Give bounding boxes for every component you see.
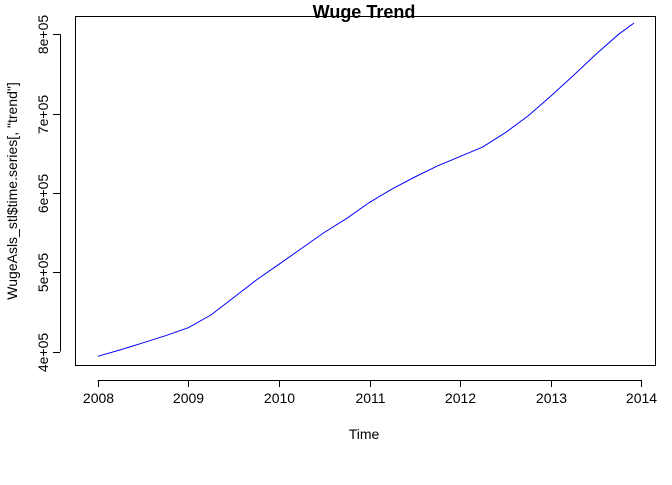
x-tick-label: 2011 xyxy=(355,390,385,406)
y-axis-title: WugeAsls_stl$time.series[, "trend"] xyxy=(4,82,20,299)
y-tick-label: 4e+05 xyxy=(35,333,51,373)
x-tick-label: 2014 xyxy=(626,390,657,406)
x-tick-label: 2009 xyxy=(173,390,204,406)
x-tick-label: 2012 xyxy=(445,390,476,406)
x-tick-label: 2013 xyxy=(536,390,567,406)
series-layer xyxy=(97,22,635,357)
plot-area-border xyxy=(75,16,656,366)
y-tick-label: 8e+05 xyxy=(35,15,51,55)
x-tick-label: 2008 xyxy=(83,390,114,406)
y-axis: 4e+05 5e+05 6e+05 7e+05 8e+05 xyxy=(35,15,61,373)
trend-series-line xyxy=(97,22,635,357)
y-tick-label: 6e+05 xyxy=(35,174,51,214)
x-tick-label: 2010 xyxy=(264,390,295,406)
y-tick-label: 7e+05 xyxy=(35,95,51,135)
x-axis: 2008 2009 2010 2011 2012 2013 2014 xyxy=(83,380,657,406)
x-axis-title: Time xyxy=(349,426,380,442)
chart-title: Wuge Trend xyxy=(313,2,416,22)
y-tick-label: 5e+05 xyxy=(35,253,51,293)
